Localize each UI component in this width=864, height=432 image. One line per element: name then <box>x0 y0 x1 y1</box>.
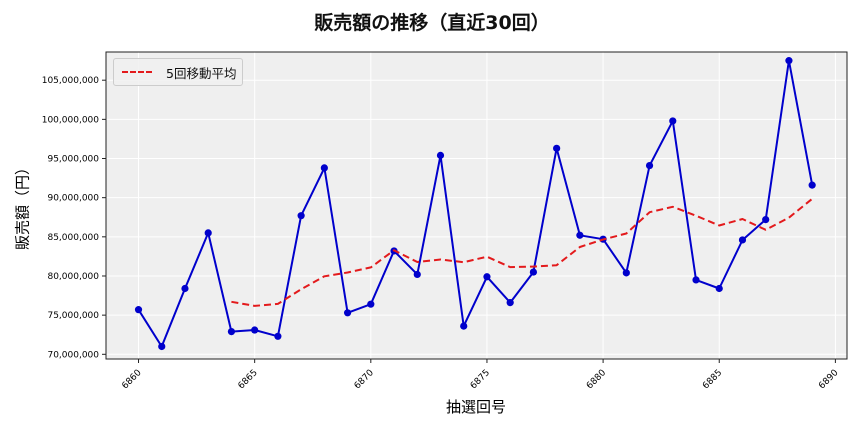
y-axis-ticks: 70,000,000 75,000,000 80,000,000 85,000,000… <box>42 76 106 360</box>
data-point-marker <box>553 144 561 152</box>
data-point-marker <box>158 342 166 351</box>
data-point-marker <box>576 231 584 239</box>
data-point-marker <box>343 309 352 317</box>
legend: 5回移動平均 <box>113 58 243 86</box>
x-tick-label: 6890 <box>817 368 840 391</box>
chart-title: 販売額の推移（直近30回） <box>314 12 550 34</box>
data-point-marker <box>436 151 445 159</box>
data-point-marker <box>645 161 654 170</box>
x-tick-label: 6875 <box>469 368 492 391</box>
data-point-marker <box>227 327 236 336</box>
data-point-marker <box>297 212 305 220</box>
y-tick-label: 85,000,000 <box>47 233 99 243</box>
data-point-marker <box>622 269 630 277</box>
legend-dashed-line-icon <box>122 71 152 73</box>
data-point-marker <box>715 284 723 293</box>
data-point-marker <box>506 299 514 307</box>
y-tick-label: 95,000,000 <box>47 155 99 165</box>
x-tick-label: 6860 <box>120 368 143 391</box>
data-point-marker <box>669 117 677 125</box>
x-tick-label: 6885 <box>701 368 724 391</box>
sales-line <box>137 59 814 348</box>
legend-label-moving-average: 5回移動平均 <box>166 65 237 81</box>
data-point-marker <box>251 326 259 334</box>
data-point-marker <box>460 322 468 330</box>
y-tick-label: 75,000,000 <box>47 311 99 321</box>
data-point-marker <box>762 215 770 224</box>
plot-frame <box>105 51 848 360</box>
data-point-marker <box>529 268 538 276</box>
data-point-marker <box>483 273 491 281</box>
data-series <box>134 57 816 351</box>
data-point-marker <box>134 306 143 314</box>
x-axis-label: 抽選回号 <box>445 398 507 416</box>
y-tick-label: 105,000,000 <box>42 76 100 86</box>
data-point-marker <box>738 236 747 244</box>
data-point-marker <box>808 181 816 189</box>
plot-background <box>106 52 847 359</box>
data-point-marker <box>692 276 700 284</box>
data-point-marker <box>204 229 212 237</box>
y-tick-label: 100,000,000 <box>42 115 100 125</box>
data-point-marker <box>320 164 328 172</box>
x-tick-label: 6870 <box>353 368 376 391</box>
data-point-marker <box>367 300 375 308</box>
data-point-marker <box>785 57 793 65</box>
x-tick-label: 6880 <box>585 368 608 391</box>
data-point-marker <box>181 284 189 293</box>
y-tick-label: 70,000,000 <box>47 350 99 360</box>
x-axis-ticks: 6860 6865 6870 6875 6880 6885 6890 <box>120 359 841 391</box>
data-point-marker <box>413 270 421 279</box>
moving-average-line <box>231 198 813 307</box>
x-tick-label: 6865 <box>237 368 260 391</box>
y-tick-label: 80,000,000 <box>47 272 99 282</box>
data-point-marker <box>274 332 282 340</box>
y-tick-label: 90,000,000 <box>47 194 99 204</box>
